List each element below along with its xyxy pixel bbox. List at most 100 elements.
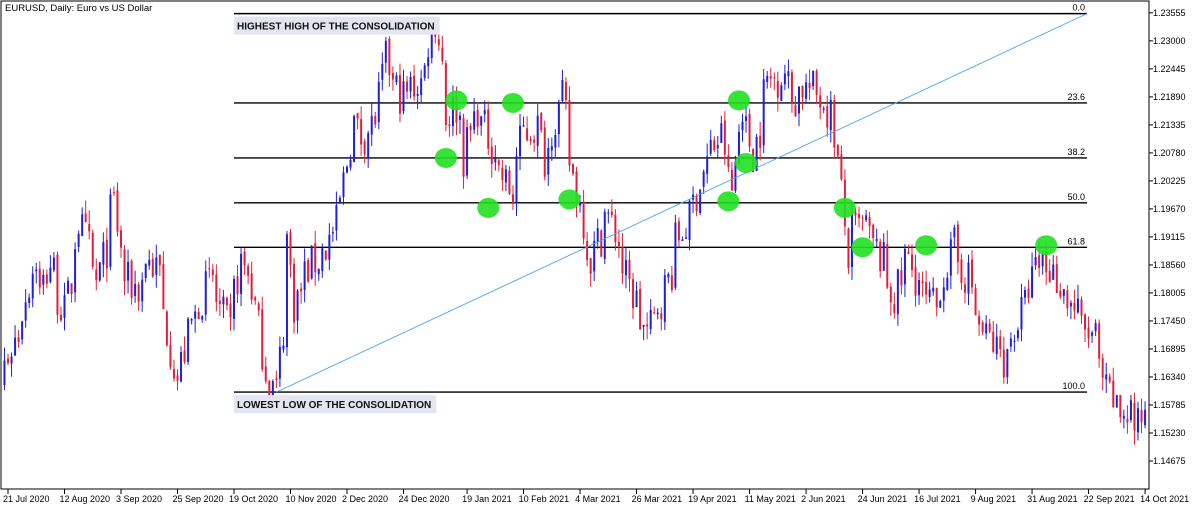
candle [1009, 332, 1012, 352]
candle-body [896, 269, 899, 315]
candle [201, 314, 204, 323]
candle-body [653, 312, 656, 314]
candle [353, 114, 356, 163]
candle-body [1137, 408, 1139, 433]
candle [674, 214, 677, 290]
candle-body [423, 65, 426, 78]
candle-body [918, 280, 921, 296]
candle-body [268, 380, 271, 398]
candle-body [593, 240, 596, 272]
candle [180, 346, 183, 383]
candle [427, 48, 430, 79]
candle-body [127, 261, 130, 281]
candle-body [985, 323, 988, 334]
candle [572, 162, 574, 177]
candle [875, 228, 878, 247]
candle [423, 63, 426, 81]
candle-body [1027, 288, 1030, 298]
candle [642, 324, 645, 341]
candle-body [402, 81, 405, 112]
candle-body [766, 76, 769, 82]
candle-body [331, 232, 334, 234]
candle [1069, 300, 1072, 320]
candle [218, 288, 221, 317]
candle [116, 182, 119, 237]
touch-point-marker [434, 147, 457, 168]
candle [328, 223, 331, 270]
candle-body [660, 313, 663, 320]
candle [783, 64, 786, 91]
candle-body [543, 127, 546, 177]
candle-body [886, 243, 889, 288]
candle-body [162, 263, 165, 310]
candle [1024, 286, 1026, 305]
candle-body [466, 127, 469, 176]
candle-body [741, 121, 744, 131]
candle-body [737, 131, 740, 164]
candle-body [1002, 349, 1005, 378]
candle-body [353, 115, 356, 163]
candle [7, 353, 9, 366]
x-tick-label: 12 Aug 2020 [60, 494, 111, 504]
candle-body [374, 116, 377, 125]
candle-body [204, 271, 207, 315]
candle-body [974, 288, 977, 316]
candle [1059, 283, 1062, 299]
candle [564, 77, 567, 110]
candle-body [600, 230, 603, 257]
candle-body [1115, 395, 1118, 408]
candle [561, 69, 564, 104]
candle [1137, 401, 1139, 441]
candle-body [748, 113, 751, 147]
candle-body [921, 281, 924, 284]
candle [70, 283, 73, 303]
candle [1140, 398, 1143, 434]
candle [38, 261, 41, 295]
candle [624, 246, 627, 289]
candle-body [603, 211, 606, 259]
candle-body [685, 237, 687, 239]
candle [1076, 284, 1079, 314]
candle-body [1016, 330, 1019, 338]
candle [649, 299, 652, 335]
candle [21, 320, 24, 345]
candle-body [508, 170, 511, 194]
candle [151, 252, 154, 278]
candle [240, 247, 243, 307]
candle-body [356, 113, 359, 119]
candle [67, 276, 70, 294]
time-axis: 21 Jul 2020 12 Aug 2020 3 Sep 2020 25 Sep 2… [3, 489, 1189, 504]
candle [250, 261, 253, 305]
candle [882, 233, 885, 272]
candle-body [557, 101, 560, 135]
candle-body [116, 190, 119, 232]
candle [59, 306, 62, 323]
candle [134, 270, 137, 303]
candle-body [829, 99, 832, 131]
candle [233, 275, 235, 331]
candle-body [1062, 289, 1065, 296]
candle-body [893, 304, 896, 313]
candle-body [388, 38, 391, 75]
candle [1133, 392, 1136, 445]
candle-body [978, 315, 981, 325]
candle-body [826, 106, 829, 128]
y-tick-label: 1.19670 [1153, 204, 1186, 214]
candle [639, 280, 642, 330]
candle-body [1133, 403, 1136, 431]
candle-body [483, 110, 486, 115]
candle [999, 329, 1002, 358]
candle [540, 111, 543, 133]
x-tick-label: 11 May 2021 [745, 494, 796, 504]
y-tick-label: 1.23000 [1153, 36, 1186, 46]
candle [928, 281, 931, 303]
candle-body [1045, 251, 1048, 273]
candle-body [95, 269, 98, 281]
candle-body [314, 243, 317, 273]
candle [158, 254, 161, 277]
candle [144, 263, 147, 283]
candle [222, 289, 225, 318]
candle-body [858, 214, 861, 219]
candle [24, 289, 27, 328]
